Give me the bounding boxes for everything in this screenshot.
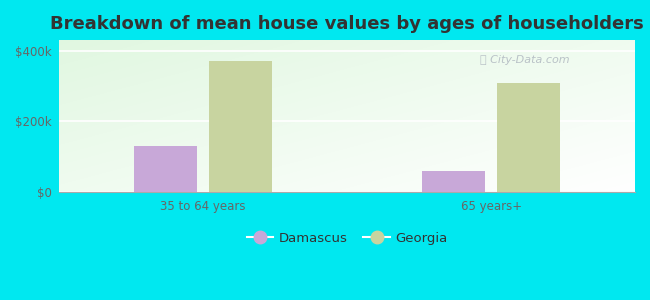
Bar — [134, 146, 198, 192]
Legend: Damascus, Georgia: Damascus, Georgia — [242, 226, 452, 250]
Text: Ⓢ City-Data.com: Ⓢ City-Data.com — [480, 55, 569, 65]
Bar — [209, 61, 272, 192]
Bar — [497, 82, 560, 192]
Bar — [422, 171, 486, 192]
Title: Breakdown of mean house values by ages of householders: Breakdown of mean house values by ages o… — [50, 15, 644, 33]
